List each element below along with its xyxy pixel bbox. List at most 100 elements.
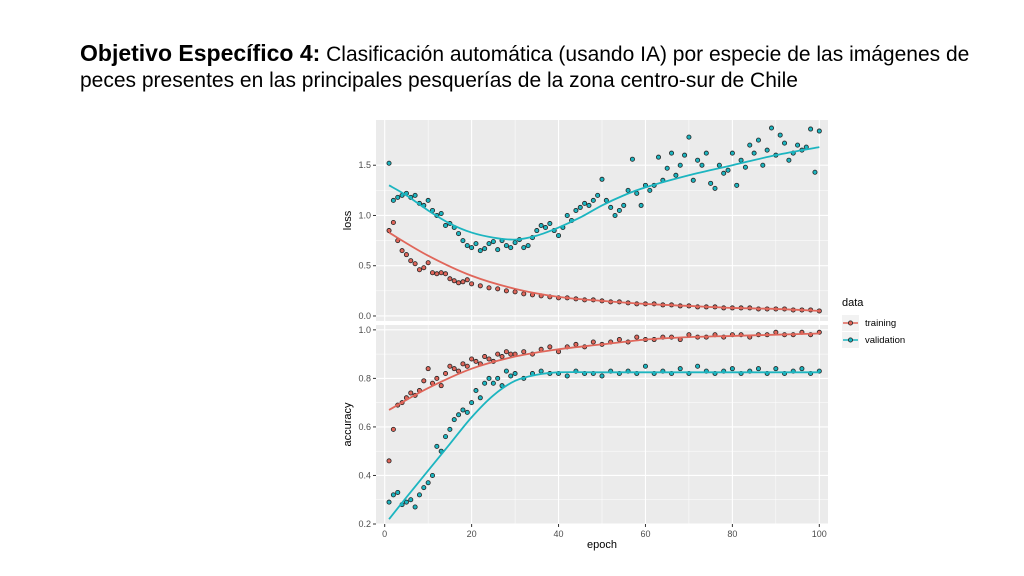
data-point-training — [590, 339, 596, 345]
data-point-training — [482, 354, 488, 360]
data-point-validation — [434, 443, 440, 449]
data-point-validation — [460, 238, 466, 244]
data-point-validation — [656, 154, 662, 160]
data-point-validation — [625, 187, 631, 193]
data-point-validation — [508, 245, 514, 251]
data-point-validation — [642, 363, 648, 369]
data-point-validation — [677, 162, 683, 168]
data-point-validation — [456, 412, 462, 418]
y-tick-label: 0.4 — [358, 470, 371, 480]
data-point-validation — [473, 241, 479, 247]
data-point-validation — [638, 202, 644, 208]
data-point-validation — [447, 426, 453, 432]
data-point-training — [486, 356, 492, 362]
data-point-validation — [703, 150, 709, 156]
data-point-validation — [577, 204, 583, 210]
data-point-training — [464, 277, 470, 283]
data-point-validation — [443, 434, 449, 440]
data-point-validation — [725, 167, 731, 173]
data-point-validation — [738, 157, 744, 163]
data-point-validation — [764, 147, 770, 153]
data-point-validation — [634, 190, 640, 196]
data-point-training — [425, 260, 431, 266]
data-point-training — [443, 271, 449, 277]
data-point-validation — [482, 380, 488, 386]
x-tick-label: 60 — [640, 529, 650, 539]
data-point-validation — [512, 240, 518, 246]
data-point-training — [499, 354, 505, 360]
slide-title-bold: Objetivo Específico 4: — [80, 40, 321, 66]
data-point-validation — [669, 150, 675, 156]
data-point-validation — [808, 126, 814, 132]
data-point-validation — [673, 172, 679, 178]
trend-line-validation — [388, 371, 820, 520]
data-point-validation — [390, 492, 396, 498]
data-point-validation — [386, 160, 392, 166]
data-point-validation — [721, 170, 727, 176]
data-point-validation — [582, 200, 588, 206]
data-point-validation — [755, 137, 761, 143]
data-point-validation — [682, 152, 688, 158]
data-point-validation — [538, 223, 544, 229]
data-point-training — [408, 390, 414, 396]
y-tick-label: 0.2 — [358, 519, 371, 529]
data-point-validation — [443, 223, 449, 229]
trend-line-training — [388, 231, 820, 312]
data-point-validation — [456, 231, 462, 237]
data-point-training — [616, 337, 622, 343]
data-point-training — [495, 286, 501, 292]
data-point-validation — [712, 185, 718, 191]
data-point-training — [495, 351, 501, 357]
data-point-validation — [508, 373, 514, 379]
y-tick-label: 0.6 — [358, 422, 371, 432]
data-point-validation — [503, 368, 509, 374]
data-point-validation — [708, 180, 714, 186]
y-axis-title-loss: loss — [342, 210, 354, 230]
data-point-validation — [469, 400, 475, 406]
x-tick-label: 20 — [467, 529, 477, 539]
data-point-validation — [734, 182, 740, 188]
data-point-validation — [664, 165, 670, 171]
data-point-training — [412, 261, 418, 267]
data-point-training — [521, 349, 527, 355]
data-point-training — [403, 252, 409, 258]
data-point-validation — [621, 202, 627, 208]
data-point-validation — [690, 177, 696, 183]
x-tick-label: 80 — [727, 529, 737, 539]
data-point-validation — [464, 243, 470, 249]
y-tick-label: 1.5 — [358, 160, 371, 170]
data-point-validation — [695, 363, 701, 369]
data-point-training — [390, 220, 396, 226]
slide-title-text: Clasificación automática (usando IA) por… — [80, 43, 970, 92]
data-point-validation — [795, 142, 801, 148]
data-point-validation — [782, 140, 788, 146]
data-point-validation — [686, 134, 692, 140]
data-point-training — [573, 341, 579, 347]
data-point-validation — [777, 132, 783, 138]
data-point-training — [434, 375, 440, 381]
data-point-validation — [695, 157, 701, 163]
data-point-validation — [486, 241, 492, 247]
legend-label-validation: validation — [865, 335, 905, 346]
data-point-validation — [629, 156, 635, 162]
data-point-validation — [599, 373, 605, 379]
legend-label-training: training — [865, 318, 896, 329]
data-point-validation — [469, 245, 475, 251]
y-tick-label: 1.0 — [358, 210, 371, 220]
data-point-validation — [742, 164, 748, 170]
data-point-validation — [564, 373, 570, 379]
y-tick-label: 0.0 — [358, 311, 371, 321]
data-point-training — [386, 458, 392, 464]
data-point-validation — [395, 194, 401, 200]
data-point-validation — [386, 499, 392, 505]
legend-key-point-training — [848, 320, 854, 326]
data-point-validation — [586, 202, 592, 208]
data-point-training — [421, 265, 427, 271]
data-point-training — [473, 358, 479, 364]
data-point-training — [460, 361, 466, 367]
data-point-validation — [769, 125, 775, 131]
data-point-training — [408, 258, 414, 264]
data-point-validation — [799, 366, 805, 372]
data-point-validation — [438, 210, 444, 216]
